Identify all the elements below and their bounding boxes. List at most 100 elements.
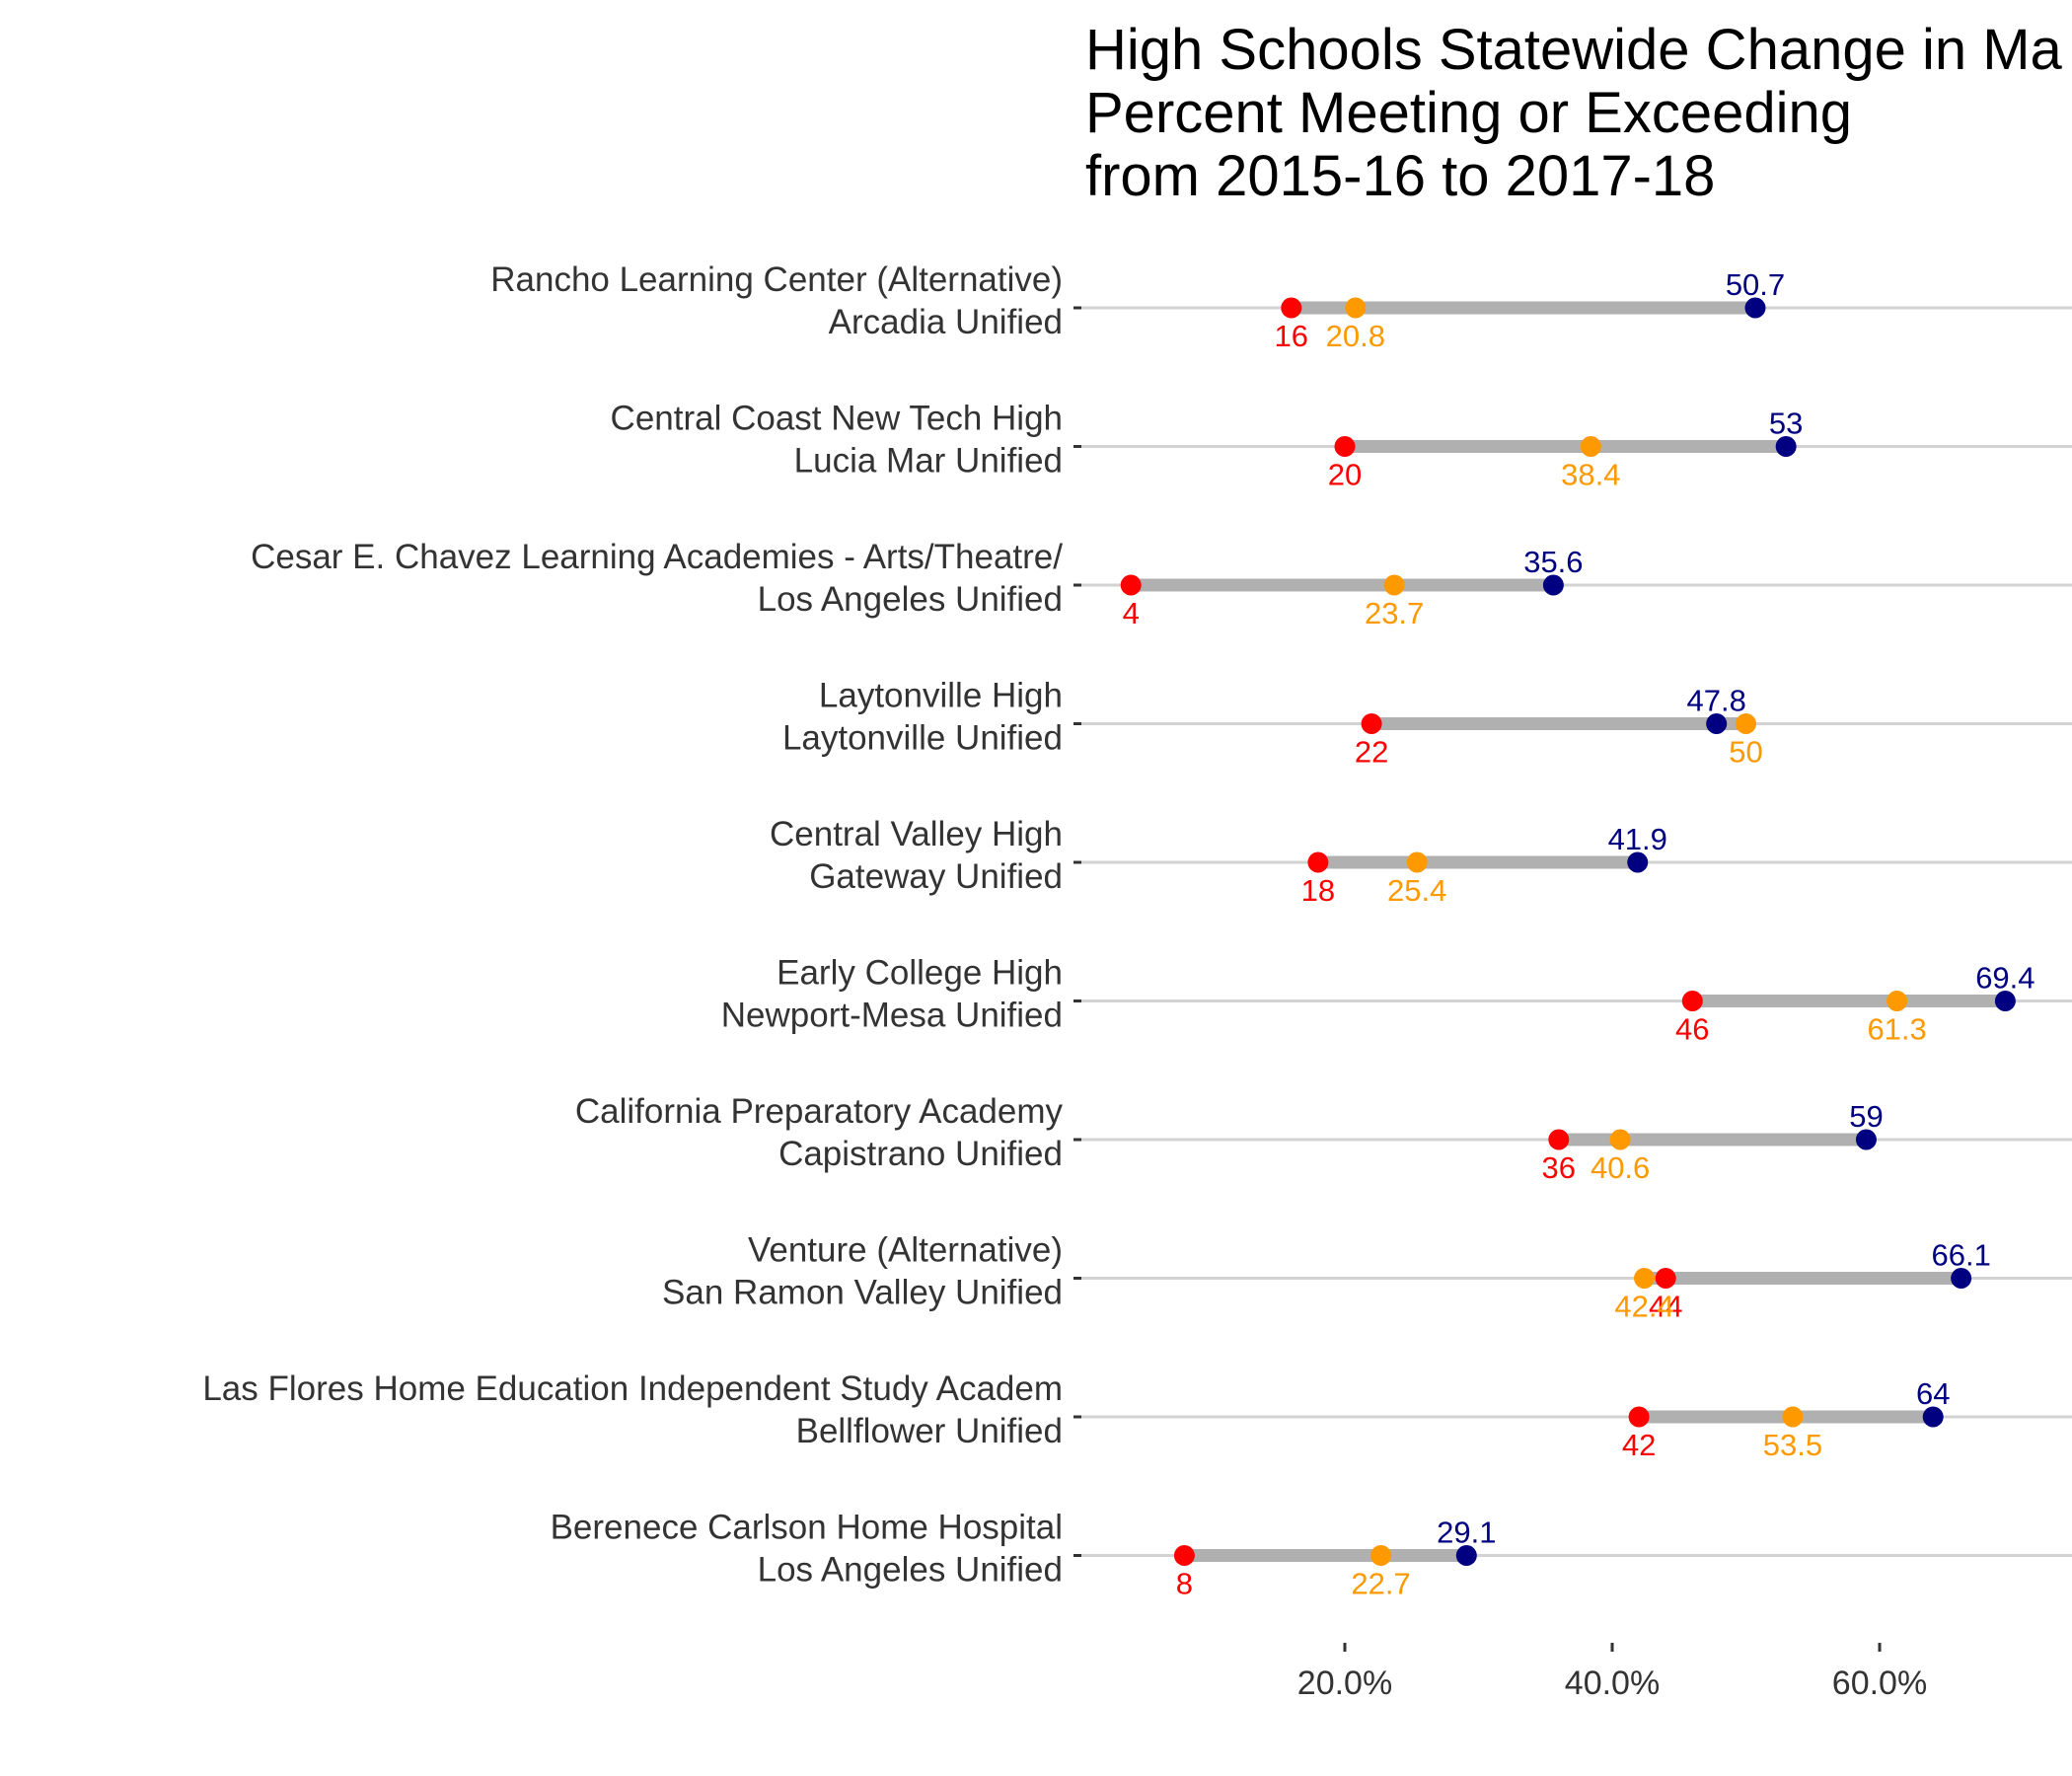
row-school-label: Cesar E. Chavez Learning Academies - Art… — [251, 538, 1063, 576]
start-point — [1655, 1268, 1676, 1289]
start-value-label: 46 — [1675, 1012, 1709, 1047]
row-district-label: Gateway Unified — [809, 857, 1063, 896]
middle-point — [1345, 297, 1367, 319]
middle-value-label: 50 — [1729, 735, 1762, 770]
start-value-label: 42 — [1622, 1428, 1656, 1462]
row-school-label: Central Valley High — [770, 815, 1063, 853]
middle-point — [1580, 436, 1601, 457]
chart-row: California Preparatory Academy Capistrano… — [575, 1092, 2072, 1185]
row-district-label: Bellflower Unified — [796, 1412, 1063, 1450]
middle-point — [1782, 1406, 1804, 1428]
chart-row: Berenece Carlson Home Hospital Los Angele… — [551, 1509, 2072, 1601]
start-value-label: 18 — [1301, 873, 1335, 908]
middle-value-label: 22.7 — [1351, 1567, 1410, 1601]
chart-row: Venture (Alternative) San Ramon Valley Un… — [662, 1231, 2072, 1324]
end-value-label: 69.4 — [1975, 961, 2035, 996]
start-point — [1281, 297, 1302, 319]
middle-point — [1736, 713, 1756, 734]
start-value-label: 20 — [1328, 458, 1362, 492]
end-point — [1922, 1406, 1944, 1428]
row-district-label: Los Angeles Unified — [758, 580, 1063, 619]
row-school-label: Berenece Carlson Home Hospital — [551, 1509, 1063, 1547]
row-school-label: Venture (Alternative) — [748, 1231, 1063, 1270]
row-school-label: Rancho Learning Center (Alternative) — [490, 260, 1063, 299]
end-value-label: 29.1 — [1437, 1516, 1496, 1550]
chart-title-line-3: from 2015-16 to 2017-18 — [1085, 144, 1715, 208]
end-point — [1542, 574, 1564, 596]
start-point — [1361, 713, 1382, 734]
chart-row: Laytonville High Laytonville Unified 22 50 4… — [782, 677, 2072, 770]
end-value-label: 50.7 — [1726, 267, 1785, 302]
row-school-label: Early College High — [777, 954, 1063, 993]
start-value-label: 16 — [1275, 319, 1308, 353]
chart-row: Central Valley High Gateway Unified 18 25.4… — [770, 815, 2072, 908]
x-tick-label: 20.0% — [1297, 1665, 1392, 1702]
end-point — [1775, 436, 1797, 457]
middle-value-label: 25.4 — [1387, 873, 1446, 908]
middle-value-label: 23.7 — [1365, 596, 1424, 630]
chart-row: Early College High Newport-Mesa Unified 46… — [721, 954, 2072, 1047]
end-value-label: 47.8 — [1687, 684, 1746, 718]
row-district-label: San Ramon Valley Unified — [662, 1274, 1063, 1312]
end-point — [1744, 297, 1766, 319]
middle-point — [1887, 991, 1908, 1011]
start-point — [1628, 1406, 1650, 1428]
end-value-label: 66.1 — [1931, 1238, 1990, 1273]
middle-point — [1609, 1129, 1631, 1150]
middle-value-label: 20.8 — [1326, 319, 1385, 353]
start-value-label: 36 — [1542, 1150, 1576, 1185]
chart-title-line-1: High Schools Statewide Change in Ma — [1085, 18, 2063, 82]
chart-title-line-2: Percent Meeting or Exceeding — [1085, 81, 1852, 145]
start-point — [1307, 851, 1329, 873]
middle-value-label: 61.3 — [1867, 1012, 1926, 1047]
start-value-label: 44 — [1649, 1290, 1682, 1324]
row-district-label: Lucia Mar Unified — [794, 442, 1063, 481]
end-point — [1951, 1268, 1972, 1289]
row-district-label: Laytonville Unified — [782, 719, 1063, 758]
end-point — [1994, 991, 2016, 1011]
start-point — [1120, 574, 1142, 596]
middle-point — [1634, 1268, 1656, 1289]
end-value-label: 41.9 — [1608, 822, 1667, 856]
start-point — [1334, 436, 1356, 457]
end-point — [1455, 1545, 1477, 1566]
end-point — [1706, 713, 1728, 734]
middle-value-label: 38.4 — [1561, 458, 1620, 492]
chart-row: Cesar E. Chavez Learning Academies - Art… — [251, 538, 2072, 630]
row-school-label: Las Flores Home Education Independent St… — [202, 1369, 1063, 1408]
middle-value-label: 42.4 — [1614, 1290, 1673, 1324]
row-school-label: California Preparatory Academy — [575, 1092, 1064, 1131]
end-value-label: 35.6 — [1523, 545, 1583, 579]
end-value-label: 59 — [1849, 1099, 1883, 1134]
start-value-label: 4 — [1123, 596, 1140, 630]
middle-value-label: 40.6 — [1591, 1150, 1650, 1185]
end-value-label: 64 — [1916, 1376, 1950, 1411]
start-point — [1681, 991, 1703, 1011]
start-point — [1173, 1545, 1195, 1566]
end-value-label: 53 — [1769, 407, 1803, 441]
x-tick-label: 60.0% — [1832, 1665, 1927, 1702]
row-school-label: Central Coast New Tech High — [611, 400, 1063, 438]
middle-point — [1370, 1545, 1392, 1566]
middle-point — [1383, 574, 1405, 596]
row-district-label: Los Angeles Unified — [758, 1551, 1063, 1590]
end-point — [1627, 851, 1649, 873]
chart-row: Las Flores Home Education Independent St… — [202, 1369, 2072, 1462]
middle-point — [1406, 851, 1428, 873]
x-axis: 20.0% 40.0% 60.0% — [1297, 1643, 1927, 1702]
chart-row: Rancho Learning Center (Alternative) Arca… — [490, 260, 2072, 353]
start-value-label: 22 — [1355, 735, 1388, 770]
middle-value-label: 53.5 — [1763, 1428, 1822, 1462]
x-tick-label: 40.0% — [1565, 1665, 1660, 1702]
chart-row: Central Coast New Tech High Lucia Mar Uni… — [611, 400, 2072, 492]
start-point — [1548, 1129, 1570, 1150]
row-district-label: Newport-Mesa Unified — [721, 997, 1063, 1035]
rows-layer: Rancho Learning Center (Alternative) Arca… — [202, 260, 2072, 1601]
row-school-label: Laytonville High — [819, 677, 1063, 715]
row-district-label: Arcadia Unified — [829, 303, 1063, 341]
row-district-label: Capistrano Unified — [778, 1135, 1063, 1173]
start-value-label: 8 — [1176, 1567, 1193, 1601]
end-point — [1855, 1129, 1877, 1150]
